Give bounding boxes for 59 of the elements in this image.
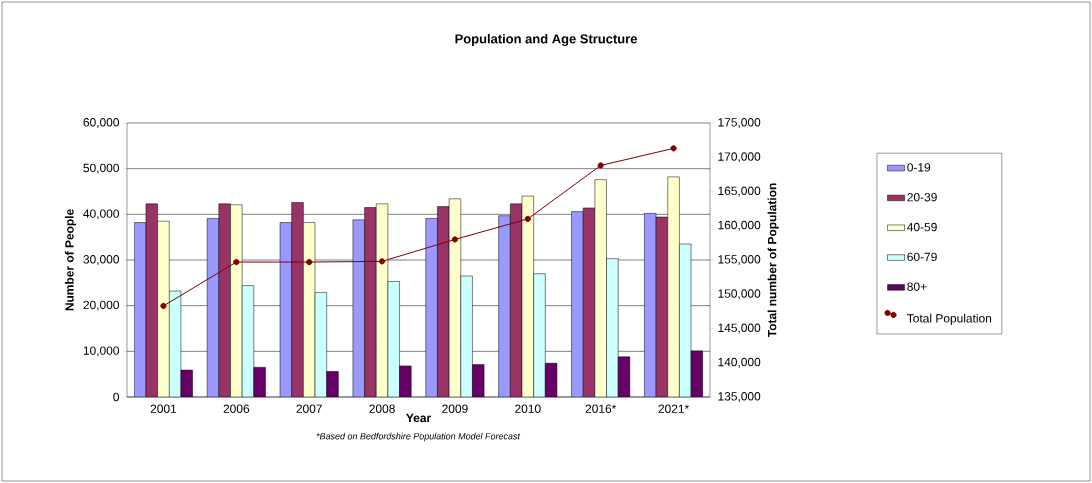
point [524,215,531,222]
y-tick-label: 60,000 [83,118,120,128]
bar [157,220,170,397]
legend-label: 80+ [907,282,927,291]
x-tick-label: 2001 [150,404,177,413]
y-tick-label: 40,000 [83,209,120,220]
x-tick-label: 2021* [658,404,689,413]
bar [521,195,534,397]
y2-tick-label: 170,000 [718,152,761,163]
point [233,258,240,266]
x-tick-label: 2016* [585,404,617,413]
y2-tick-label: 165,000 [718,186,761,197]
bar [533,273,546,397]
bar [230,204,243,397]
y2-tick-label: 175,000 [718,118,761,128]
x-tick-label: 2008 [369,404,395,413]
legend-label: 40-59 [907,222,937,232]
point [451,236,459,243]
y2-tick-label: 160,000 [718,220,761,231]
y2-tick-label: 155,000 [718,255,761,265]
bar [425,218,438,397]
bar [571,211,584,397]
bar [606,258,619,397]
bar [364,207,377,397]
y2-tick-label: 150,000 [718,289,761,300]
legend-label: 60-79 [907,252,937,262]
x-axis-title: Year [406,413,431,423]
y-tick-label: 20,000 [83,300,120,311]
x-tick-label: 2006 [223,404,250,413]
y-tick-label: 30,000 [83,255,120,265]
bar [375,203,389,397]
y-tick-label: 10,000 [83,346,120,357]
point [670,145,677,152]
legend-label: Total Population [907,313,992,325]
y2-tick-label: 145,000 [718,323,761,334]
x-tick-label: 2007 [296,404,322,413]
y2-tick-label: 140,000 [718,357,761,368]
bar [498,215,511,397]
y-axis-title: Number of People [64,209,77,311]
bar [460,275,473,397]
bar [291,202,304,397]
point [378,258,386,265]
point [306,258,313,266]
chart-title: Population and Age Structure [455,33,637,47]
x-tick-label: 2009 [442,404,468,413]
point [160,302,167,309]
y-tick-label: 0 [113,392,120,402]
legend-label: 20-39 [907,192,937,202]
bar [448,198,462,397]
text: *Based on Bedfordshire Population Model Forecast [316,432,521,442]
x-tick-label: 2010 [515,404,541,413]
y-tick-label: 50,000 [83,163,120,174]
bar [218,203,231,397]
y2-axis-title: Total number of Population [767,183,779,338]
point [597,162,604,169]
legend-label: 0-19 [907,163,931,172]
y2-tick-label: 135,000 [718,392,761,402]
bar [667,176,680,397]
bar [303,222,316,397]
